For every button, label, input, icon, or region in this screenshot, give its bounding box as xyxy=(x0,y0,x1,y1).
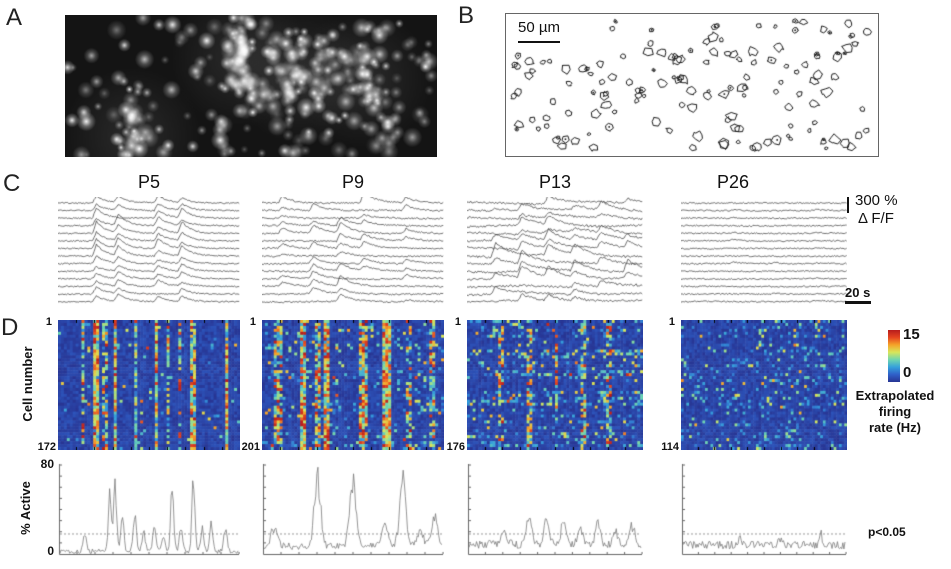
age-label-p9: P9 xyxy=(341,172,365,192)
traces-p26 xyxy=(681,197,847,307)
active-plot-p26 xyxy=(681,461,847,557)
panel-a-fluorescence-image xyxy=(65,15,437,157)
raster-heatmap-p26 xyxy=(681,320,847,450)
time-scale-bar xyxy=(845,301,871,304)
age-label-p13: P13 xyxy=(538,172,572,192)
colorbar-max: 15 xyxy=(903,326,920,343)
percent-active-axis-label: % Active xyxy=(18,481,33,535)
colorbar-caption: Extrapolated firing rate (Hz) xyxy=(840,388,950,436)
raster-heatmap-p9 xyxy=(262,320,444,450)
cell-end-2: 201 xyxy=(241,441,260,453)
scale-bar-label: 50 µm xyxy=(518,19,560,36)
raster-heatmap-p13 xyxy=(467,320,643,450)
cell-start-3: 1 xyxy=(454,316,461,328)
colorbar-caption-line3: rate (Hz) xyxy=(868,420,921,435)
time-scale-label: 20 s xyxy=(845,285,871,300)
cell-start-1: 1 xyxy=(45,316,52,328)
active-plot-p9 xyxy=(262,461,444,557)
scale-bar xyxy=(518,41,560,43)
traces-p13 xyxy=(467,197,643,307)
panel-c-label: C xyxy=(3,170,21,197)
significance-label: p<0.05 xyxy=(868,525,906,539)
cell-end-4: 114 xyxy=(661,441,679,453)
raster-heatmap-p5 xyxy=(58,320,240,450)
active-ymin: 0 xyxy=(47,544,54,558)
amplitude-scale-bar xyxy=(847,197,849,213)
panel-b-label: B xyxy=(458,2,475,29)
age-label-p5: P5 xyxy=(137,172,161,192)
amplitude-scale-unit: Δ F/F xyxy=(858,210,894,227)
colorbar-caption-line1: Extrapolated xyxy=(855,388,935,403)
cell-number-axis-label: Cell number xyxy=(20,346,35,422)
panel-d-label: D xyxy=(1,314,19,341)
cell-start-2: 1 xyxy=(249,316,256,328)
cell-end-1: 172 xyxy=(37,441,56,453)
colorbar-caption-line2: firing xyxy=(878,404,912,419)
panel-a-label: A xyxy=(6,4,23,31)
colorbar-min: 0 xyxy=(903,364,912,381)
cell-start-4: 1 xyxy=(668,316,675,328)
active-plot-p5 xyxy=(58,461,240,557)
panel-b-cell-outline-map: 50 µm xyxy=(505,13,879,157)
active-ymax: 80 xyxy=(40,457,54,471)
firing-rate-colorbar xyxy=(888,330,900,382)
cell-end-3: 176 xyxy=(446,441,465,453)
traces-p9 xyxy=(262,197,444,307)
age-label-p26: P26 xyxy=(716,172,750,192)
amplitude-scale-value: 300 % xyxy=(855,192,898,209)
traces-p5 xyxy=(58,197,240,307)
cell-outlines-canvas xyxy=(506,14,878,156)
active-plot-p13 xyxy=(467,461,643,557)
